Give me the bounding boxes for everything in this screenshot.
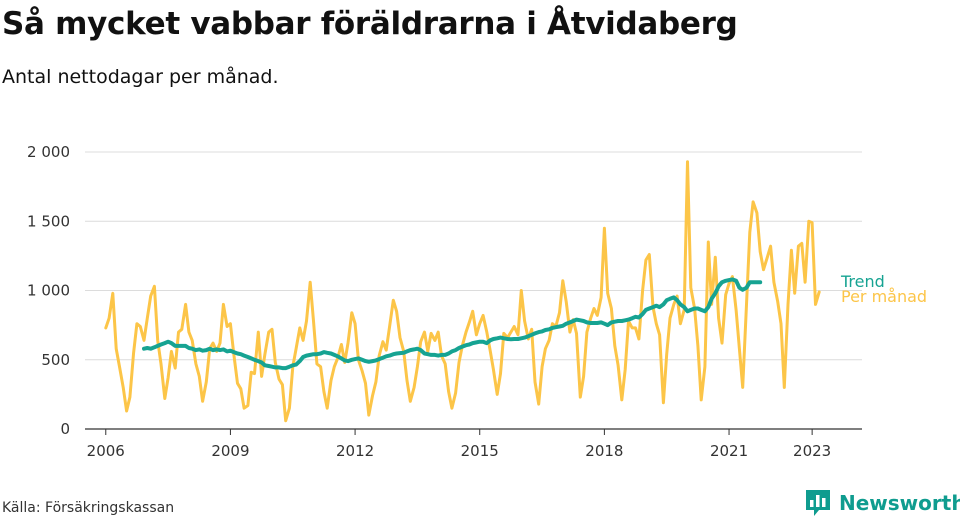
series-group	[104, 160, 821, 423]
x-tick-label: 2012	[336, 442, 374, 460]
chart-subtitle: Antal nettodagar per månad.	[2, 66, 279, 88]
brand-name: Newsworthy	[839, 491, 960, 515]
y-tick-label: 1 000	[27, 282, 70, 300]
x-tick-label: 2023	[793, 442, 831, 460]
y-tick-label: 1 500	[27, 212, 70, 230]
x-tick-label: 2018	[585, 442, 623, 460]
chart-title: Så mycket vabbar föräldrarna i Åtvidaber…	[2, 6, 738, 42]
y-tick-label: 2 000	[27, 143, 70, 161]
x-tick-label: 2006	[87, 442, 125, 460]
x-tick-label: 2009	[211, 442, 249, 460]
brand-logo: Newsworthy	[804, 488, 960, 518]
y-axis: 0 500 1 000 1 500 2 000	[27, 143, 70, 438]
y-tick-label: 0	[60, 420, 70, 438]
x-axis: 2006 2009 2012 2015 2018 2021 2023	[85, 428, 862, 460]
source-note: Källa: Försäkringskassan	[2, 500, 175, 516]
bar-chart-speech-bubble-icon	[806, 490, 830, 516]
y-tick-label: 500	[41, 351, 70, 369]
trend-line	[142, 277, 763, 371]
monthly-line	[104, 160, 821, 423]
trend-label: Trend	[840, 272, 885, 291]
x-tick-label: 2015	[461, 442, 499, 460]
x-tick-label: 2021	[710, 442, 748, 460]
monthly-label: Per månad	[841, 287, 927, 306]
